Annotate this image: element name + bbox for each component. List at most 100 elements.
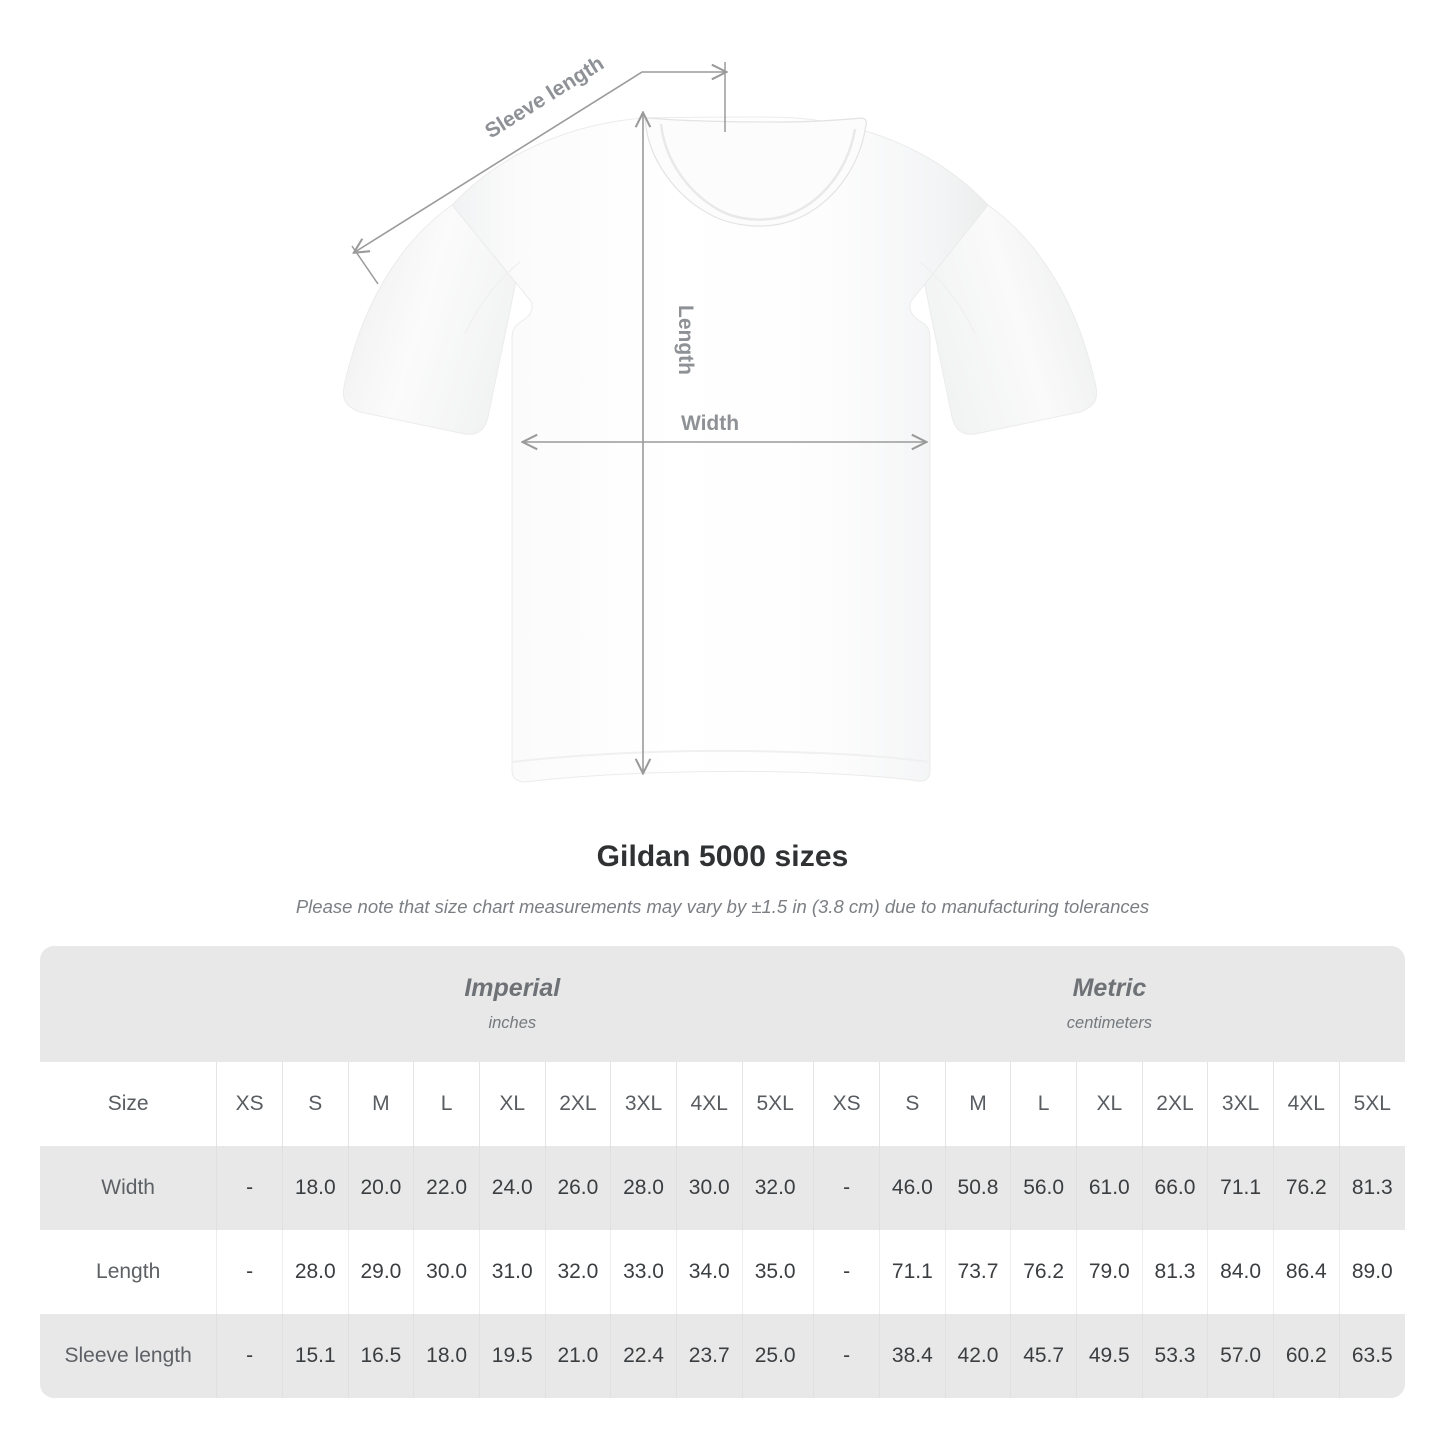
unit-group-metric-name: Metric	[1072, 974, 1147, 1002]
cell-length-imperial-3xl: 33.0	[610, 1230, 677, 1314]
cell-sleeve-imperial-2xl: 21.0	[544, 1314, 611, 1398]
cell-width-imperial-m: 20.0	[347, 1146, 414, 1230]
cell-width-imperial-4xl: 30.0	[675, 1146, 743, 1230]
cell-length-metric-3xl: 84.0	[1207, 1230, 1274, 1314]
cell-width-imperial-2xl: 26.0	[544, 1146, 611, 1230]
size-header-row: Size XS S M L XL 2XL 3XL 4XL 5XL XS S M …	[40, 1062, 1405, 1146]
header-size-imperial-5xl: 5XL	[741, 1062, 808, 1146]
cell-sleeve-imperial-s: 15.1	[281, 1314, 349, 1398]
header-size-imperial-xs: XS	[216, 1062, 283, 1146]
cell-length-metric-l: 76.2	[1010, 1230, 1077, 1314]
cell-sleeve-imperial-xs: -	[216, 1314, 283, 1398]
cell-length-imperial-m: 29.0	[347, 1230, 414, 1314]
cell-length-metric-xs: -	[813, 1230, 880, 1314]
cell-sleeve-imperial-3xl: 22.4	[610, 1314, 677, 1398]
cell-width-metric-2xl: 66.0	[1141, 1146, 1208, 1230]
row-gap-width	[807, 1146, 814, 1230]
cell-length-imperial-s: 28.0	[281, 1230, 349, 1314]
row-label-width: Width	[40, 1146, 217, 1230]
row-gap-length	[807, 1230, 814, 1314]
page-title: Gildan 5000 sizes	[596, 840, 849, 873]
unit-band-gap	[807, 946, 814, 1062]
cell-length-metric-4xl: 86.4	[1272, 1230, 1340, 1314]
cell-length-imperial-xl: 31.0	[478, 1230, 546, 1314]
cell-width-metric-xl: 61.0	[1075, 1146, 1143, 1230]
header-size-imperial-2xl: 2XL	[544, 1062, 611, 1146]
header-size-label: Size	[40, 1062, 217, 1146]
cell-width-metric-xs: -	[813, 1146, 880, 1230]
cell-width-imperial-3xl: 28.0	[610, 1146, 677, 1230]
cell-sleeve-imperial-l: 18.0	[413, 1314, 480, 1398]
cell-width-metric-3xl: 71.1	[1207, 1146, 1274, 1230]
row-label-length: Length	[40, 1230, 217, 1314]
cell-length-metric-2xl: 81.3	[1141, 1230, 1208, 1314]
cell-sleeve-metric-2xl: 53.3	[1141, 1314, 1208, 1398]
cell-length-metric-5xl: 89.0	[1338, 1230, 1405, 1314]
unit-band-spacer	[40, 946, 217, 1062]
cell-length-imperial-l: 30.0	[413, 1230, 480, 1314]
cell-sleeve-metric-5xl: 63.5	[1338, 1314, 1405, 1398]
width-dimension: Width	[524, 412, 925, 442]
header-size-imperial-s: S	[281, 1062, 349, 1146]
header-gap	[807, 1062, 814, 1146]
cell-sleeve-metric-4xl: 60.2	[1272, 1314, 1340, 1398]
row-label-sleeve-length: Sleeve length	[40, 1314, 217, 1398]
right-shoulder-seam	[919, 261, 976, 335]
header-size-metric-5xl: 5XL	[1338, 1062, 1405, 1146]
cell-width-metric-m: 50.8	[944, 1146, 1011, 1230]
unit-group-imperial: Imperial inches	[216, 946, 808, 1062]
cell-width-metric-5xl: 81.3	[1338, 1146, 1405, 1230]
chart-title-block: Gildan 5000 sizes Please note that size …	[0, 838, 1445, 920]
header-size-metric-m: M	[944, 1062, 1011, 1146]
cell-length-imperial-2xl: 32.0	[544, 1230, 611, 1314]
cell-width-imperial-5xl: 32.0	[741, 1146, 808, 1230]
cell-sleeve-imperial-5xl: 25.0	[741, 1314, 808, 1398]
cell-width-metric-l: 56.0	[1010, 1146, 1077, 1230]
cell-length-metric-xl: 79.0	[1075, 1230, 1143, 1314]
header-size-metric-s: S	[879, 1062, 946, 1146]
cell-sleeve-metric-s: 38.4	[879, 1314, 946, 1398]
tshirt-measurement-diagram: Sleeve length Length Width	[342, 52, 1098, 783]
cell-length-metric-m: 73.7	[944, 1230, 1011, 1314]
unit-group-imperial-name: Imperial	[464, 974, 561, 1002]
header-size-imperial-4xl: 4XL	[675, 1062, 743, 1146]
cell-width-imperial-xl: 24.0	[478, 1146, 546, 1230]
header-size-metric-4xl: 4XL	[1272, 1062, 1340, 1146]
cell-length-imperial-xs: -	[216, 1230, 283, 1314]
cell-width-metric-s: 46.0	[879, 1146, 946, 1230]
cell-sleeve-metric-xs: -	[813, 1314, 880, 1398]
cell-sleeve-metric-l: 45.7	[1010, 1314, 1077, 1398]
header-size-metric-2xl: 2XL	[1141, 1062, 1208, 1146]
sleeve-length-arrow	[355, 72, 725, 252]
cell-length-imperial-4xl: 34.0	[675, 1230, 743, 1314]
header-size-imperial-3xl: 3XL	[610, 1062, 677, 1146]
width-label: Width	[681, 412, 739, 435]
cell-width-imperial-xs: -	[216, 1146, 283, 1230]
unit-group-imperial-sub: inches	[488, 1014, 537, 1032]
table-row: Width - 18.0 20.0 22.0 24.0 26.0 28.0 30…	[40, 1146, 1405, 1230]
header-size-metric-xl: XL	[1075, 1062, 1143, 1146]
header-size-metric-3xl: 3XL	[1207, 1062, 1274, 1146]
row-gap-sleeve	[807, 1314, 814, 1398]
header-size-metric-xs: XS	[813, 1062, 880, 1146]
cell-sleeve-imperial-m: 16.5	[347, 1314, 414, 1398]
cell-length-imperial-5xl: 35.0	[741, 1230, 808, 1314]
tolerance-note: Please note that size chart measurements…	[295, 896, 1150, 917]
header-size-imperial-l: L	[413, 1062, 480, 1146]
bottom-hem	[511, 749, 931, 763]
table-row: Sleeve length - 15.1 16.5 18.0 19.5 21.0…	[40, 1314, 1405, 1398]
length-label: Length	[674, 305, 697, 375]
cell-sleeve-metric-3xl: 57.0	[1207, 1314, 1274, 1398]
cell-sleeve-metric-xl: 49.5	[1075, 1314, 1143, 1398]
header-size-imperial-xl: XL	[478, 1062, 546, 1146]
cell-sleeve-imperial-4xl: 23.7	[675, 1314, 743, 1398]
unit-group-metric: Metric centimeters	[813, 946, 1405, 1062]
unit-band-row: Imperial inches Metric centimeters	[40, 946, 1405, 1062]
header-size-metric-l: L	[1010, 1062, 1077, 1146]
sleeve-length-tick-left	[351, 245, 379, 285]
cell-length-metric-s: 71.1	[879, 1230, 946, 1314]
cell-width-metric-4xl: 76.2	[1272, 1146, 1340, 1230]
cell-sleeve-imperial-xl: 19.5	[478, 1314, 546, 1398]
left-shoulder-seam	[464, 261, 521, 335]
unit-group-metric-sub: centimeters	[1066, 1014, 1153, 1032]
